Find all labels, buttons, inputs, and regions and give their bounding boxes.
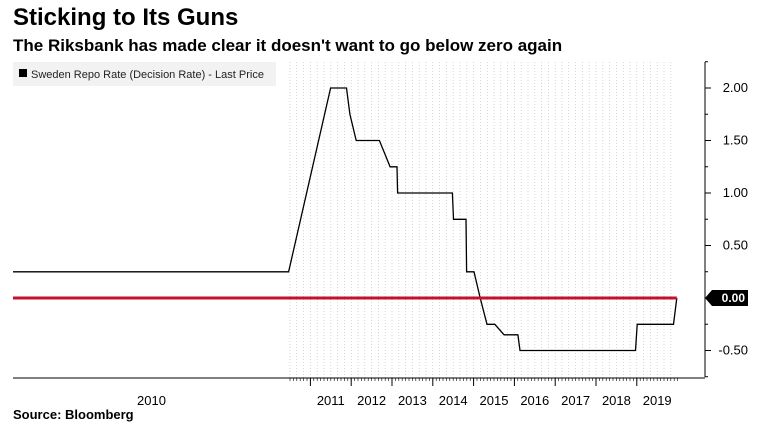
y-tick-label: 0.50 [723, 238, 748, 253]
chart-title: Sticking to Its Guns [13, 4, 239, 31]
y-tick-label: 1.50 [723, 133, 748, 148]
x-tick-label: 2018 [602, 393, 631, 408]
legend-label: Sweden Repo Rate (Decision Rate) - Last … [31, 69, 264, 81]
y-tick-label: 1.00 [723, 185, 748, 200]
x-tick-label: 2016 [520, 393, 549, 408]
x-tick-label: 2019 [643, 393, 672, 408]
last-value-label: 0.00 [722, 291, 746, 305]
repo-rate-line [13, 87, 678, 352]
y-tick-label: -0.50 [718, 343, 748, 358]
series-layer [13, 87, 678, 352]
x-axis-ticks: 2010 2011 2012 2013 2014 2015 2016 2017 2018 2019 [137, 378, 678, 408]
chart-subtitle: The Riksbank has made clear it doesn't w… [13, 36, 563, 55]
x-tick-label: 2017 [561, 393, 590, 408]
x-tick-label: 2015 [480, 393, 509, 408]
source-note: Source: Bloomberg [13, 407, 134, 422]
x-tick-label: 2012 [357, 393, 386, 408]
last-value-badge: 0.00 [705, 290, 748, 306]
legend-box [13, 62, 276, 86]
last-value-badge-shape [705, 290, 748, 306]
y-tick-label: 2.00 [723, 80, 748, 95]
x-tick-label: 2011 [317, 393, 345, 408]
grid-lines [289, 62, 672, 378]
legend-swatch [19, 69, 27, 77]
y-axis-ticks: 2.00 1.50 1.00 0.50 -0.50 [705, 61, 748, 378]
x-tick-label: 2010 [137, 393, 166, 408]
x-tick-label: 2013 [398, 393, 427, 408]
x-tick-label: 2014 [439, 393, 468, 408]
